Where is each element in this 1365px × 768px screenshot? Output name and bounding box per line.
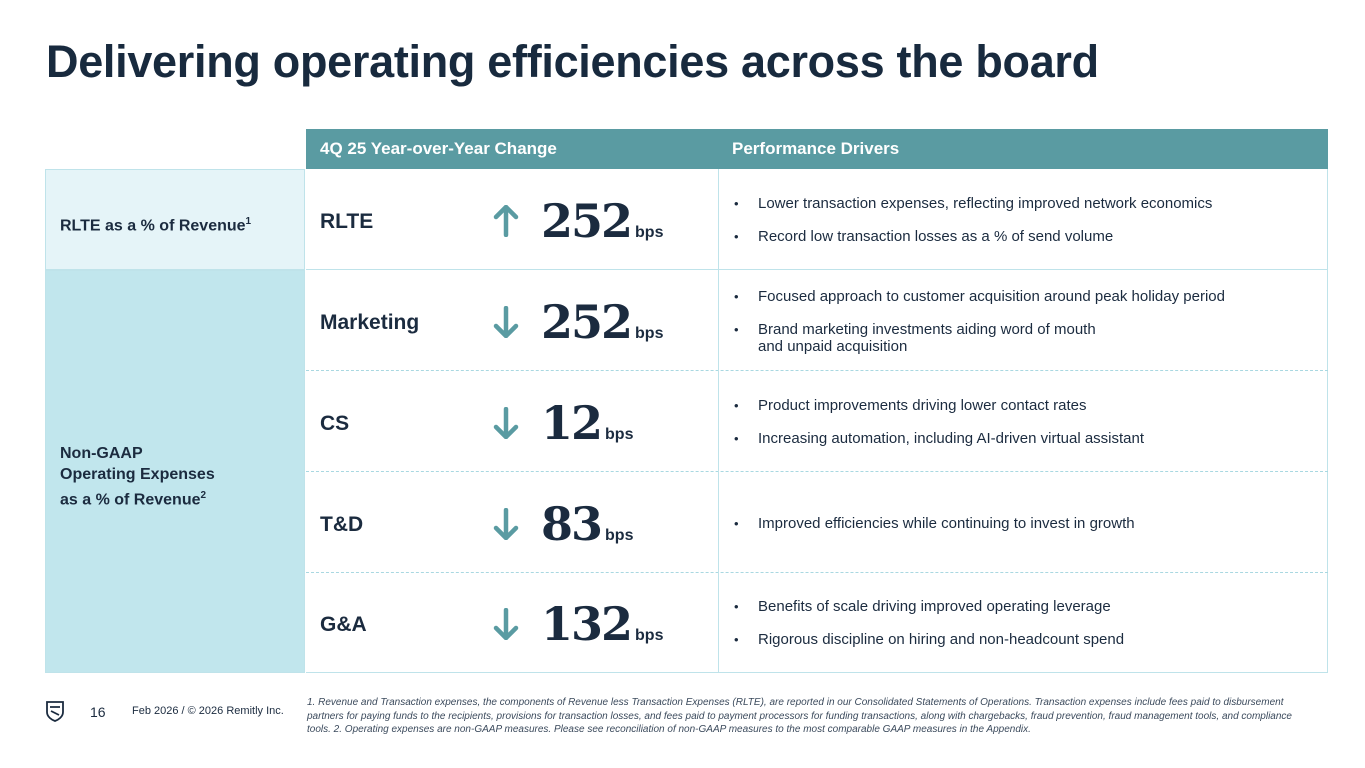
row-divider	[306, 471, 1328, 472]
list-item: Product improvements driving lower conta…	[732, 397, 1322, 414]
remitly-logo-icon	[46, 701, 64, 722]
metric-label: Marketing	[320, 311, 420, 334]
row-divider	[306, 269, 1328, 270]
down-arrow-icon	[493, 508, 519, 540]
category-opex-line1: Non-GAAP	[60, 445, 143, 462]
driver-list: Benefits of scale driving improved opera…	[732, 573, 1322, 673]
driver-list: Improved efficiencies while continuing t…	[732, 473, 1322, 573]
metric-label: CS	[320, 412, 350, 435]
metric-value: 252 bps	[541, 194, 664, 248]
list-item: Rigorous discipline on hiring and non-he…	[732, 631, 1322, 648]
category-opex-line3: as a % of Revenue	[60, 491, 201, 509]
driver-list: Focused approach to customer acquisition…	[732, 271, 1322, 371]
driver-list: Product improvements driving lower conta…	[732, 372, 1322, 472]
row-divider	[306, 572, 1328, 573]
list-item: Record low transaction losses as a % of …	[732, 228, 1322, 245]
header-drivers: Performance Drivers	[732, 139, 900, 158]
metric-value: 132 bps	[541, 597, 664, 651]
page-title: Delivering operating efficiencies across…	[46, 36, 1099, 87]
list-item: Focused approach to customer acquisition…	[732, 288, 1322, 305]
down-arrow-icon	[493, 407, 519, 439]
list-item: Increasing automation, including AI-driv…	[732, 430, 1322, 447]
driver-list: Lower transaction expenses, reflecting i…	[732, 170, 1322, 270]
category-opex: Non-GAAP Operating Expenses as a % of Re…	[45, 270, 305, 673]
metric-value: 12 bps	[541, 396, 634, 450]
metric-value: 83 bps	[541, 497, 634, 551]
table-body	[306, 169, 1328, 673]
row-divider	[306, 370, 1328, 371]
metric-label: G&A	[320, 613, 367, 636]
down-arrow-icon	[493, 306, 519, 338]
column-divider	[718, 169, 719, 673]
list-item: Benefits of scale driving improved opera…	[732, 598, 1322, 615]
footnote: 1. Revenue and Transaction expenses, the…	[307, 697, 1292, 735]
table-header: 4Q 25 Year-over-Year Change Performance …	[306, 129, 1328, 169]
metric-label: T&D	[320, 513, 364, 536]
category-rlte: RLTE as a % of Revenue1	[45, 169, 305, 270]
metric-value: 252 bps	[541, 295, 664, 349]
footnote-ref-2: 2	[200, 490, 207, 501]
list-item: Improved efficiencies while continuing t…	[732, 515, 1322, 532]
category-opex-line2: Operating Expenses	[60, 466, 215, 483]
metric-label: RLTE	[320, 210, 374, 233]
list-item: Brand marketing investments aiding word …	[732, 321, 1118, 355]
footer-date: Feb 2026 / © 2026 Remitly Inc.	[132, 705, 284, 717]
header-change: 4Q 25 Year-over-Year Change	[320, 139, 557, 158]
footnote-ref-1: 1	[245, 216, 252, 227]
up-arrow-icon	[493, 205, 519, 237]
down-arrow-icon	[493, 608, 519, 640]
list-item: Lower transaction expenses, reflecting i…	[732, 195, 1322, 212]
category-rlte-label: RLTE as a % of Revenue	[60, 217, 246, 235]
page-number: 16	[90, 704, 106, 720]
